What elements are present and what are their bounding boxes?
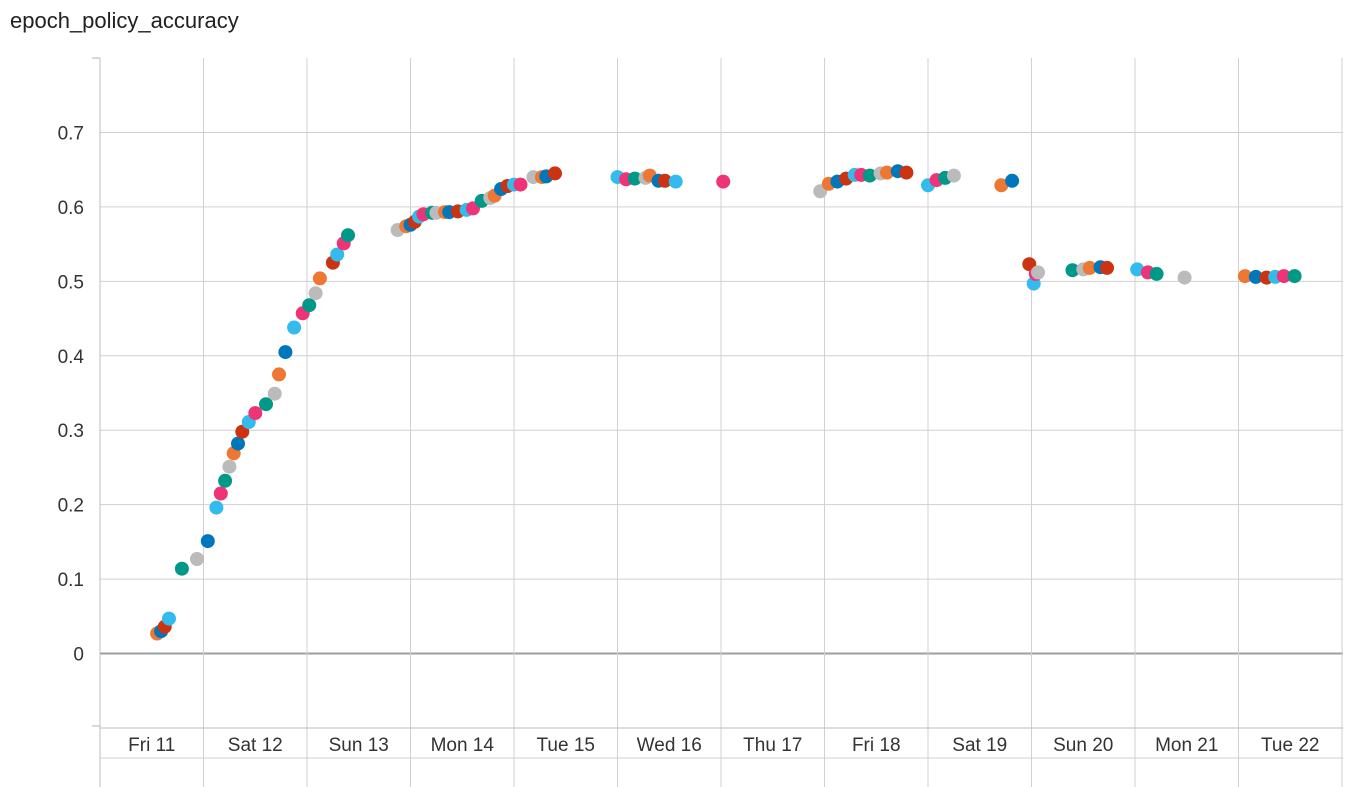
x-tick-labels: Fri 11 Sat 12 Sun 13 Mon 14 Tue 15 Wed 16 Thu …	[128, 735, 1319, 756]
y-tick-label: 0.1	[58, 570, 84, 591]
data-point[interactable]	[272, 367, 286, 382]
data-point[interactable]	[1287, 269, 1302, 284]
data-point[interactable]	[657, 173, 672, 188]
x-tick-label: Sun 13	[329, 735, 389, 756]
data-point[interactable]	[174, 561, 189, 576]
x-tick-label: Mon 14	[431, 735, 495, 756]
data-point[interactable]	[190, 552, 204, 566]
data-point[interactable]	[302, 298, 317, 313]
data-point[interactable]	[222, 459, 237, 474]
data-point[interactable]	[627, 171, 642, 186]
data-point[interactable]	[209, 500, 224, 515]
data-point[interactable]	[548, 166, 562, 181]
axes	[92, 57, 1343, 787]
data-point[interactable]	[1031, 265, 1045, 280]
data-point[interactable]	[341, 228, 355, 243]
x-tick-label: Sat 12	[228, 735, 283, 756]
x-tick-label: Sun 20	[1053, 735, 1113, 756]
data-point[interactable]	[1276, 269, 1291, 284]
data-point[interactable]	[880, 165, 894, 180]
data-point[interactable]	[218, 473, 233, 488]
x-tick-label: Wed 16	[637, 735, 702, 756]
x-tick-label: Tue 22	[1261, 735, 1319, 756]
data-point[interactable]	[862, 168, 877, 183]
y-tick-label: 0.4	[58, 347, 85, 368]
data-point[interactable]	[1100, 260, 1114, 275]
data-point[interactable]	[312, 271, 327, 286]
y-tick-label: 0.2	[58, 496, 84, 517]
y-tick-label: 0.5	[58, 272, 84, 293]
data-point[interactable]	[213, 486, 228, 501]
x-tick-label: Sat 19	[952, 735, 1007, 756]
data-point[interactable]	[287, 320, 302, 335]
data-point[interactable]	[716, 174, 731, 189]
y-tick-label: 0.7	[58, 123, 84, 144]
y-tick-label: 0.3	[58, 421, 84, 442]
data-point[interactable]	[1130, 262, 1145, 277]
data-point[interactable]	[1238, 269, 1252, 284]
x-tick-label: Tue 15	[537, 735, 595, 756]
data-point[interactable]	[231, 436, 245, 451]
data-point[interactable]	[1082, 260, 1097, 275]
data-point[interactable]	[899, 165, 914, 180]
data-point[interactable]	[330, 247, 345, 262]
data-point[interactable]	[1149, 266, 1164, 281]
data-points[interactable]	[150, 164, 1302, 641]
y-tick-label: 0	[73, 645, 84, 666]
data-point[interactable]	[668, 174, 683, 189]
chart-title: epoch_policy_accuracy	[10, 8, 239, 33]
y-tick-labels: 0 0.1 0.2 0.3 0.4 0.5 0.6 0.7	[58, 123, 85, 665]
grid-lines	[99, 58, 1343, 787]
data-point[interactable]	[1177, 270, 1192, 285]
data-point[interactable]	[308, 286, 323, 301]
data-point[interactable]	[1065, 263, 1080, 278]
data-point[interactable]	[994, 178, 1009, 193]
data-point[interactable]	[162, 611, 176, 626]
data-point[interactable]	[278, 345, 293, 360]
data-point[interactable]	[946, 168, 961, 183]
data-point[interactable]	[1248, 269, 1263, 284]
data-point[interactable]	[513, 177, 528, 192]
data-point[interactable]	[267, 386, 282, 401]
data-point[interactable]	[200, 534, 215, 549]
data-point[interactable]	[248, 406, 263, 421]
y-tick-label: 0.6	[58, 198, 84, 219]
x-tick-label: Thu 17	[743, 735, 802, 756]
x-tick-label: Fri 18	[852, 735, 901, 756]
x-tick-label: Mon 21	[1155, 735, 1218, 756]
data-point[interactable]	[259, 397, 273, 412]
data-point[interactable]	[1005, 173, 1020, 188]
x-tick-label: Fri 11	[128, 735, 175, 756]
